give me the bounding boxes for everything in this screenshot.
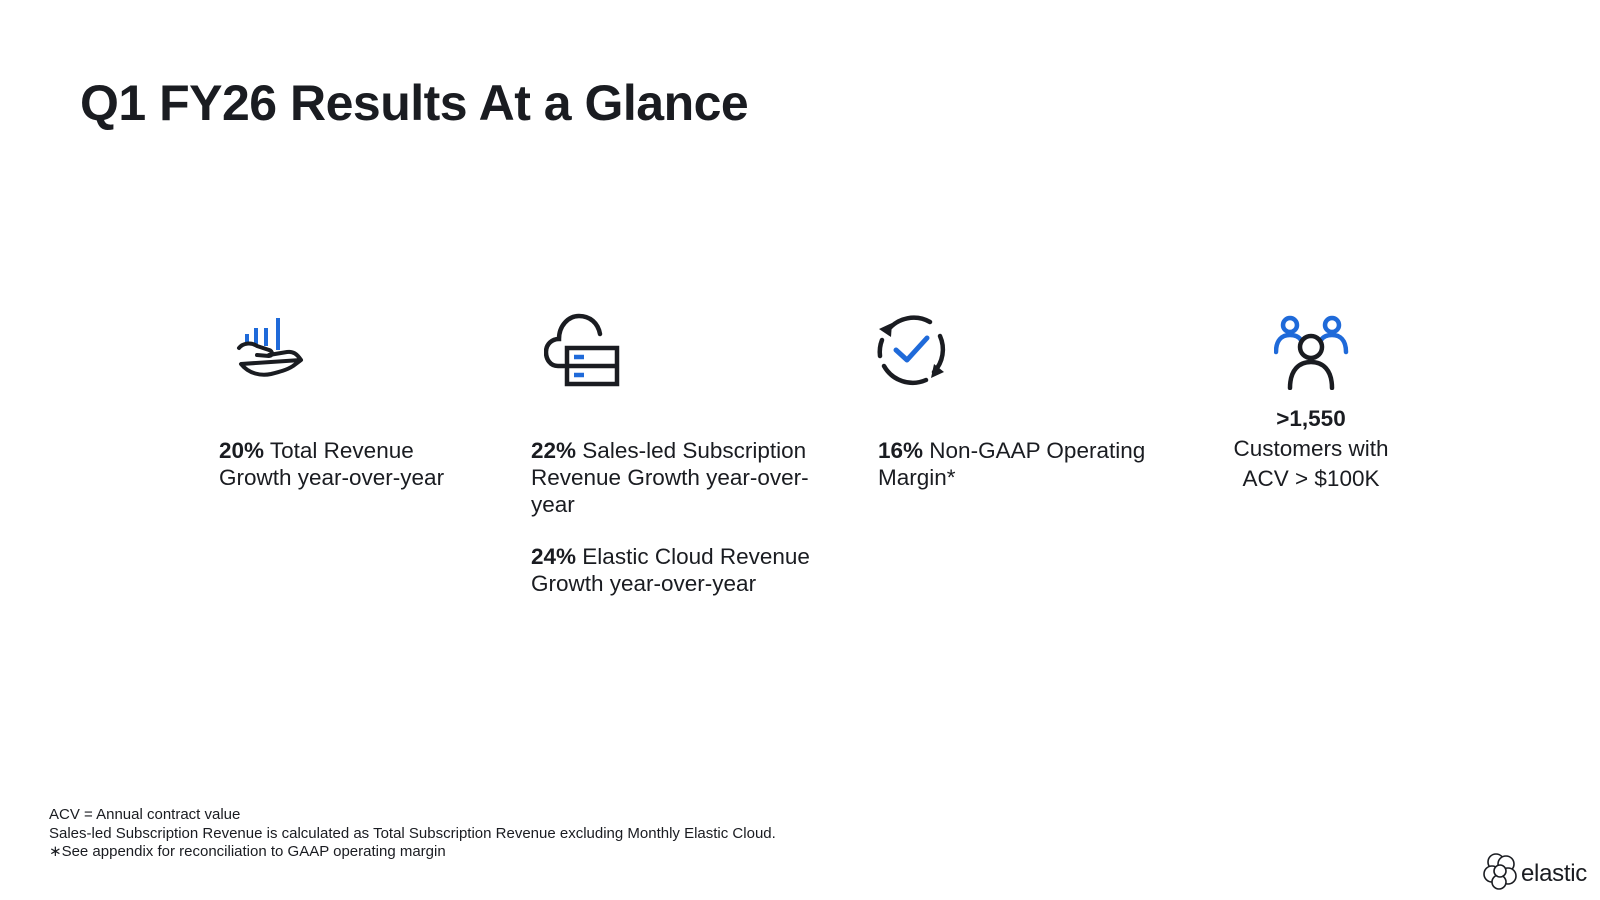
hand-bar-chart-icon — [235, 312, 307, 386]
brand-wordmark: elastic — [1521, 859, 1587, 887]
brand-logo: elastic — [1482, 852, 1587, 895]
metric-label: Total Revenue Growth year-over-year — [219, 438, 445, 490]
footnotes: ACV = Annual contract value Sales-led Su… — [49, 806, 776, 862]
metric-value: 20% — [219, 438, 265, 463]
metric-label: Non-GAAP Operating Margin* — [878, 438, 1146, 490]
metric-label: Customers with — [1233, 436, 1389, 461]
metric-value: 22% — [531, 438, 577, 463]
metric-value: 16% — [878, 438, 924, 463]
metric-subscription-cloud-growth: 22% Sales-led Subscription Revenue Growt… — [531, 437, 851, 597]
footnote: ∗See appendix for reconciliation to GAAP… — [49, 843, 446, 860]
cloud-server-icon — [544, 312, 622, 388]
metric-label: Sales-led Subscription Revenue Growth ye… — [531, 438, 809, 517]
elastic-logo-icon — [1482, 852, 1518, 895]
refresh-check-icon — [874, 312, 950, 388]
metric-value: 24% — [531, 544, 577, 569]
footnote: Sales-led Subscription Revenue is calcul… — [49, 824, 776, 842]
metric-revenue-growth: 20% Total Revenue Growth year-over-year — [219, 437, 489, 491]
metric-customers: >1,550 Customers with ACV > $100K — [1211, 405, 1411, 492]
metric-label: ACV > $100K — [1242, 466, 1380, 491]
footnote: ACV = Annual contract value — [49, 806, 241, 823]
metric-label: Elastic Cloud Revenue Growth year-over-y… — [531, 544, 810, 596]
customers-group-icon — [1274, 314, 1350, 390]
metric-value: >1,550 — [1276, 406, 1346, 431]
page-title: Q1 FY26 Results At a Glance — [80, 75, 749, 131]
metric-operating-margin: 16% Non-GAAP Operating Margin* — [878, 437, 1178, 491]
